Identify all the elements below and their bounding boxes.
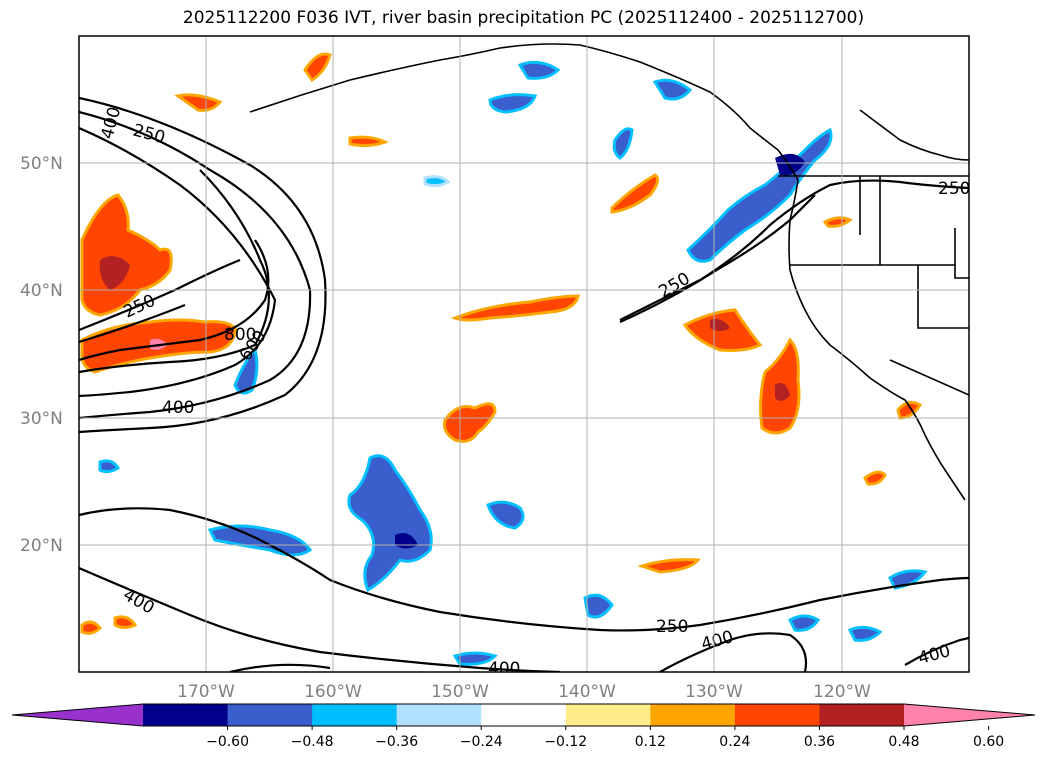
lon-label: 170°W	[177, 682, 235, 702]
colorbar-extend-max	[904, 704, 1035, 726]
contour-label: 400	[488, 659, 520, 679]
contour-label: 250	[938, 179, 970, 199]
colorbar-segment	[312, 704, 398, 726]
colorbar-segment	[734, 704, 820, 726]
coastlines	[249, 43, 969, 501]
colorbar-segment	[650, 704, 736, 726]
colorbar-segment	[396, 704, 482, 726]
contour-label: 400	[162, 398, 194, 418]
longitude-labels: 170°W 160°W 150°W 140°W 130°W 120°W	[177, 682, 871, 702]
colorbar-tick-label: −0.60	[206, 734, 249, 750]
colorbar-tick-label: −0.36	[375, 734, 418, 750]
colorbar-tick-label: 0.12	[635, 734, 666, 750]
colorbar-tick-label: −0.24	[460, 734, 503, 750]
contour-label: 800	[224, 325, 256, 345]
lon-label: 120°W	[813, 682, 871, 702]
lat-label: 40°N	[20, 281, 63, 301]
colorbar-extend-min	[12, 704, 143, 726]
colorbar-tick-label: 0.24	[719, 734, 750, 750]
colorbar-tick-label: −0.12	[544, 734, 587, 750]
lat-label: 30°N	[20, 409, 63, 429]
colorbar-segment	[143, 704, 229, 726]
lon-label: 150°W	[431, 682, 489, 702]
ivt-contours	[79, 96, 969, 672]
map-panel: 400 250 250 800 600 400 250 250 400 250 …	[78, 35, 970, 679]
gridlines	[79, 36, 969, 672]
contour-label: 250	[656, 617, 688, 637]
colorbar-tick-label: −0.48	[291, 734, 334, 750]
colorbar-segment	[227, 704, 313, 726]
lon-label: 140°W	[558, 682, 616, 702]
lon-label: 130°W	[685, 682, 743, 702]
map-frame	[78, 35, 970, 673]
colorbar: −0.60 −0.48 −0.36 −0.24 −0.12 0.12 0.24 0.36 0.4…	[11, 703, 1036, 750]
colorbar-outline	[11, 703, 1036, 727]
colorbar-tick-label: 0.36	[804, 734, 835, 750]
colorbar-segment	[481, 704, 567, 726]
lat-label: 20°N	[20, 536, 63, 556]
colorbar-tick-label: 0.60	[973, 734, 1004, 750]
lon-label: 160°W	[304, 682, 362, 702]
latitude-labels: 50°N 40°N 30°N 20°N	[20, 154, 63, 556]
figure-title: 2025112200 F036 IVT, river basin precipi…	[182, 8, 865, 28]
colorbar-segment	[819, 704, 905, 726]
lat-label: 50°N	[20, 154, 63, 174]
colorbar-segment	[565, 704, 651, 726]
colorbar-tick-label: 0.48	[888, 734, 919, 750]
